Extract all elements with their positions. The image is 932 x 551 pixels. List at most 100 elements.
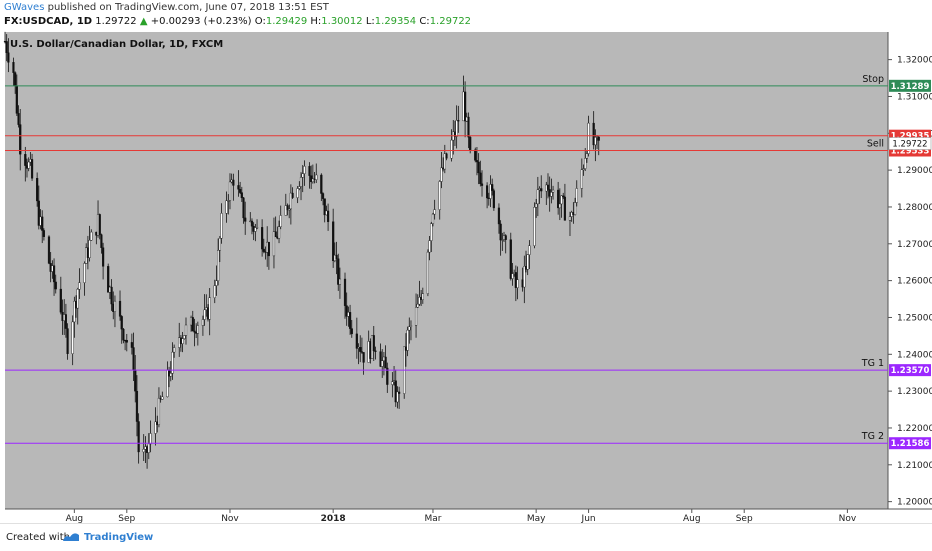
y-tick-label: 1.22000 [897,424,932,434]
candle-body [320,174,323,194]
y-tick-label: 1.21000 [897,461,932,471]
candle-body [501,239,504,241]
candle-body [149,433,152,445]
last-price: 1.29722 [95,16,137,27]
candle-body [286,205,289,211]
level-name: Stop [862,74,884,85]
candle-body [379,351,382,367]
candle-body [17,113,20,125]
candle-body [408,326,411,331]
candle-body [438,181,441,210]
current-price-tag [888,137,932,150]
candle-body [102,247,105,267]
plot-area[interactable] [5,32,888,509]
candle-body [88,240,91,258]
x-tick-label: Aug [683,514,701,523]
candle-body [203,309,206,320]
candle-body [217,250,220,281]
candle-body [594,137,597,146]
candle-body [12,62,15,73]
x-tick-label: Nov [839,514,857,523]
candle-body [433,209,436,215]
candle-body [540,188,543,192]
candle-body [457,120,460,122]
candle-body [37,200,40,226]
candle-body [443,153,446,170]
candle-body [535,203,538,208]
candle-body [134,369,137,392]
candle-body [592,122,595,146]
candle-body [430,223,433,241]
high-value: 1.30012 [321,16,363,27]
candle-body [573,202,577,215]
candle-body [533,207,536,246]
candle-body [485,185,489,199]
level-price-label: 1.31289 [891,82,930,92]
candles-group [3,31,600,469]
y-tick-label: 1.24000 [897,350,932,360]
x-tick-label: Sep [118,514,135,523]
price-axis[interactable] [888,32,932,509]
candle-body [296,188,299,198]
candle-body [528,245,531,255]
x-tick-label: Nov [221,514,239,523]
candle-body [284,205,287,216]
candle-body [169,373,172,377]
y-tick-label: 1.20000 [897,498,932,508]
candle-body [267,241,270,257]
x-tick-label: May [527,514,546,523]
candle-body [52,265,56,283]
candle-body [475,160,479,163]
candle-body [71,321,74,354]
candle-body [587,122,590,154]
tradingview-logo-icon[interactable] [62,531,80,543]
candle-body [227,200,230,202]
level-price-tag [889,79,931,92]
candle-body [509,239,512,279]
candle-body [360,351,364,353]
candle-body [83,263,86,283]
symbol-info-bar: FX:USDCAD, 1D 1.29722 ▲ +0.00293 (+0.23%… [4,16,471,27]
candle-body [558,203,561,209]
y-tick-label: 1.31000 [897,92,932,102]
author-name[interactable]: GWaves [4,2,45,13]
candle-body [272,231,276,257]
candle-body [196,325,199,334]
footer: Created with TradingView [0,523,932,551]
candle-body [467,116,470,138]
tradingview-brand-link[interactable]: TradingView [84,532,154,543]
symbol-label[interactable]: FX:USDCAD, 1D [4,16,93,27]
candle-body [232,179,235,186]
candle-body [73,300,76,323]
candle-body [523,266,526,288]
candle-body [516,279,519,288]
candle-body [19,124,22,155]
price-chart[interactable]: U.S. Dollar/Canadian Dollar, 1D, FXCM 1.… [0,0,932,523]
candle-body [244,217,247,222]
candle-body [54,281,57,290]
candle-body [15,85,18,114]
candle-body [416,303,419,308]
candle-body [308,166,311,176]
candle-body [479,172,482,185]
candle-body [157,397,161,425]
x-tick-label: Jun [581,514,596,523]
candle-body [301,173,304,178]
candle-body [345,305,348,317]
candle-body [242,197,245,219]
candle-body [213,285,216,298]
candle-body [147,443,150,453]
candle-body [183,335,186,339]
candle-body [100,234,103,248]
x-axis-ticks: Aug Sep Nov 2018 Mar May Jun Aug Sep Nov [66,509,857,523]
candle-body [497,207,501,225]
candle-body [491,184,494,191]
candle-body [384,356,387,369]
candle-body [431,213,435,224]
candle-body [7,52,10,63]
candle-body [355,333,358,349]
candle-body [76,289,79,309]
level-name: TG 1 [861,358,884,369]
candle-body [279,215,282,227]
candle-body [374,350,377,352]
